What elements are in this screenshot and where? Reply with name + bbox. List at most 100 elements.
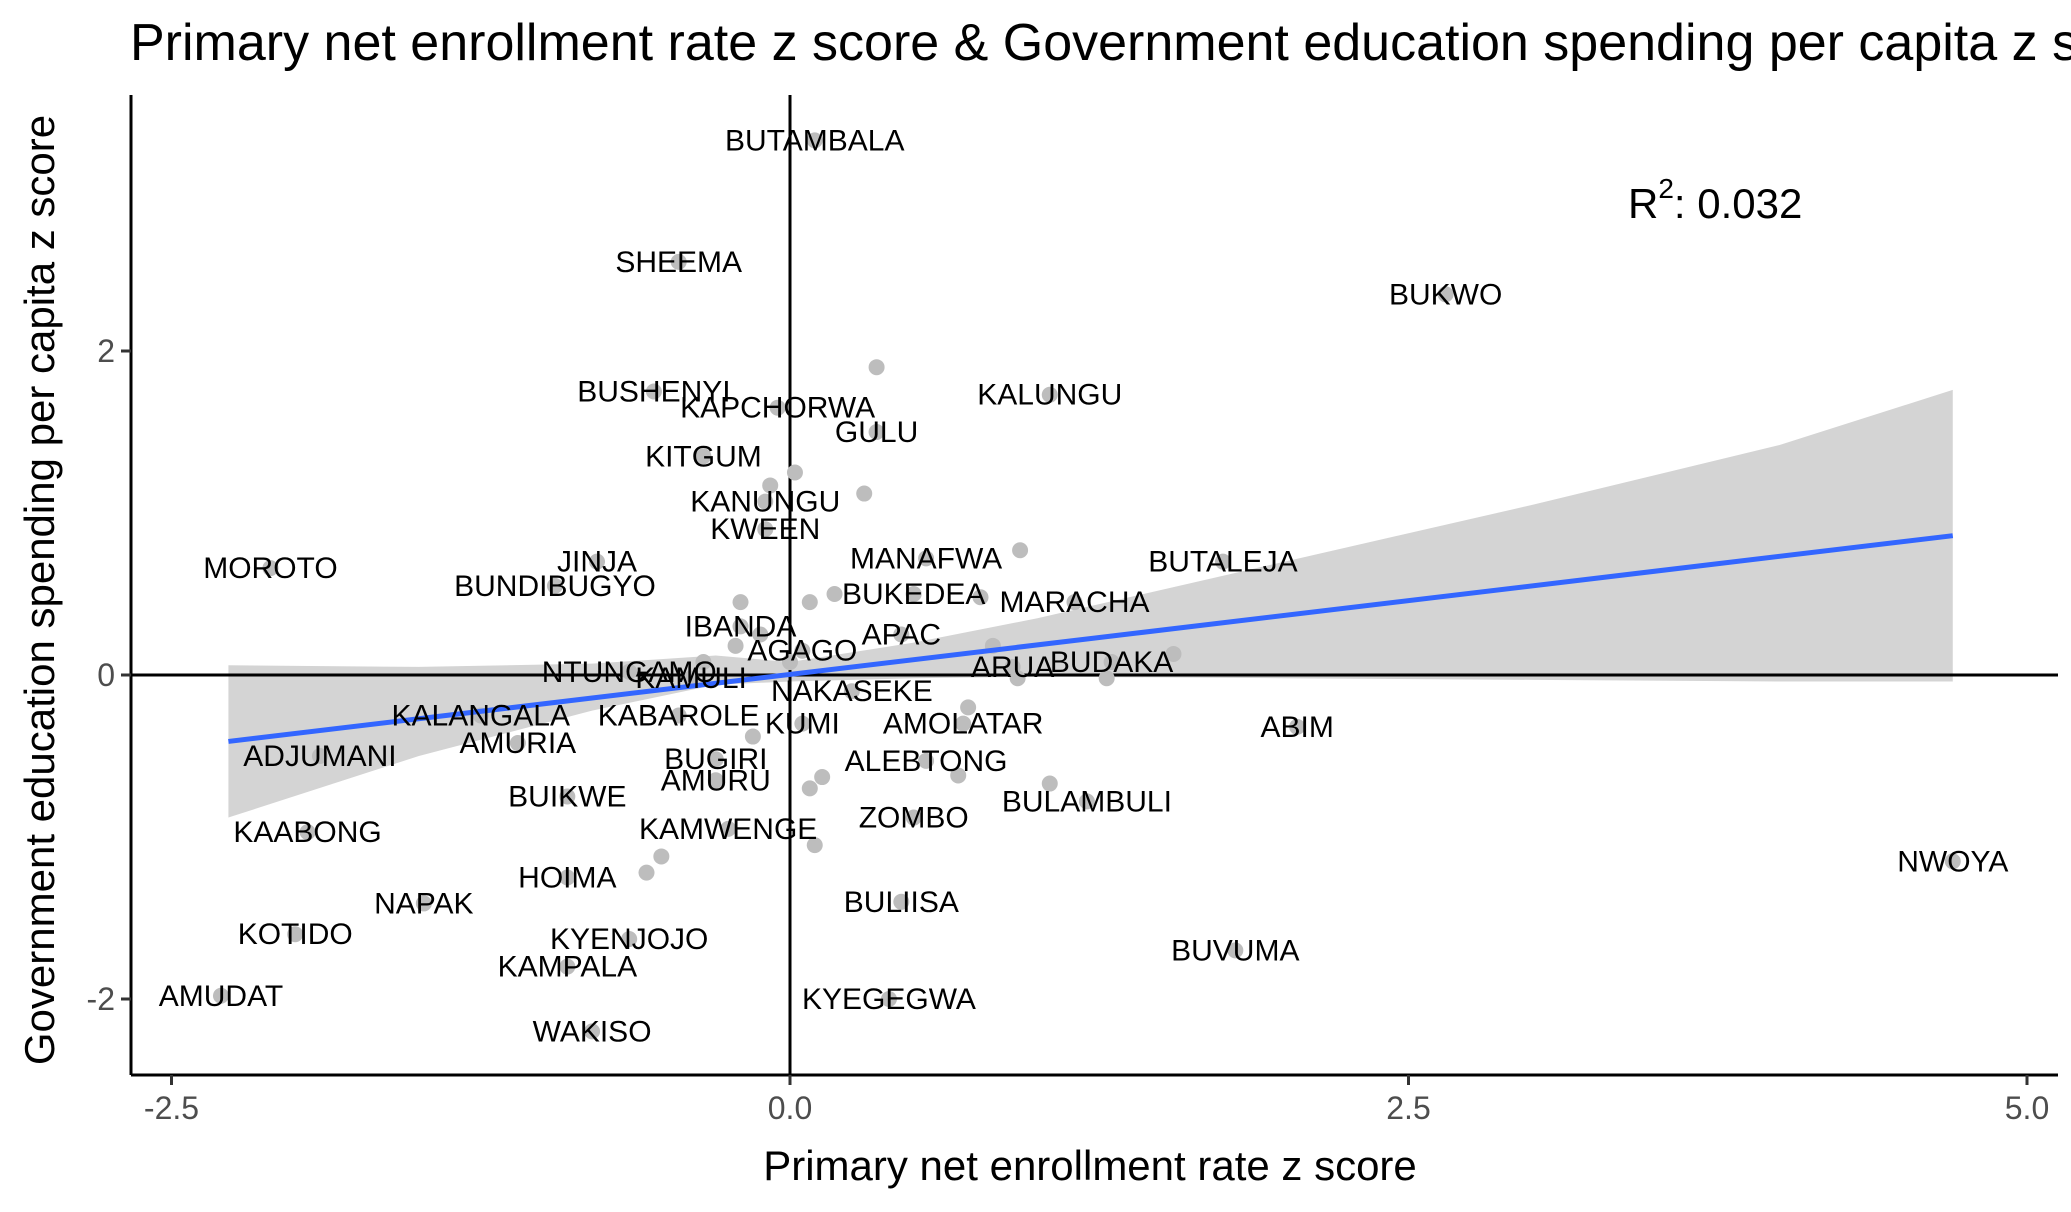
- data-point: [720, 820, 737, 837]
- data-point: [212, 987, 229, 1004]
- point-label: KAMPALA: [498, 951, 638, 984]
- point-label: KABAROLE: [598, 700, 760, 733]
- data-point: [972, 589, 989, 606]
- point-label: BULIISA: [844, 886, 959, 919]
- data-point: [744, 728, 761, 745]
- data-point: [415, 895, 432, 912]
- data-point: [559, 958, 576, 975]
- data-point: [814, 769, 831, 786]
- point-label: NAKASEKE: [771, 675, 933, 708]
- point-label: BUVUMA: [1171, 934, 1299, 967]
- confidence-band: [228, 389, 1953, 818]
- data-point: [670, 253, 687, 270]
- data-point: [757, 521, 774, 538]
- point-label: BUIKWE: [508, 781, 626, 814]
- data-point: [1098, 670, 1115, 687]
- data-point: [843, 683, 860, 700]
- data-point: [546, 577, 563, 594]
- point-label: KYENJOJO: [550, 923, 708, 956]
- data-point: [1103, 654, 1120, 671]
- r-squared-value: : 0.032: [1674, 180, 1802, 227]
- data-point: [559, 788, 576, 805]
- data-point: [1289, 718, 1306, 735]
- r-squared-annotation: R2: 0.032: [1628, 173, 1802, 227]
- point-label: KAABONG: [233, 816, 381, 849]
- x-axis-title: Primary net enrollment rate z score: [763, 1142, 1417, 1189]
- point-label: AGAGO: [747, 635, 857, 668]
- point-label: GULU: [835, 416, 918, 449]
- data-point: [299, 824, 316, 841]
- point-label: ALEBTONG: [845, 745, 1008, 778]
- ticks-layer: -2.5 0.0 2.5 5.0 -2 0 2: [87, 333, 2050, 1126]
- point-label: BULAMBULI: [1002, 785, 1172, 818]
- data-point: [918, 752, 935, 769]
- y-axis-title: Government education spending per capita…: [16, 115, 63, 1065]
- data-point: [1078, 793, 1095, 810]
- data-point: [960, 699, 977, 716]
- point-label: BUSHENYI: [577, 376, 730, 409]
- data-point: [589, 553, 606, 570]
- data-point: [893, 626, 910, 643]
- point-label: WAKISO: [533, 1015, 652, 1048]
- data-point: [559, 869, 576, 886]
- point-label: IBANDA: [685, 610, 797, 643]
- point-label: KANUNGU: [690, 486, 840, 519]
- data-point: [707, 751, 724, 768]
- point-label: AMOLATAR: [883, 708, 1044, 741]
- data-point: [826, 586, 843, 602]
- data-point: [794, 715, 811, 732]
- point-label: KAMWENGE: [639, 813, 817, 846]
- point-label: AMURU: [661, 764, 771, 797]
- data-point: [905, 586, 922, 602]
- point-label: AMUDAT: [159, 980, 283, 1013]
- data-point: [1012, 542, 1029, 559]
- data-point: [880, 991, 897, 1007]
- data-point: [695, 654, 712, 671]
- x-tick-label: 2.5: [1386, 1090, 1430, 1126]
- data-point: [762, 477, 779, 494]
- point-label: NAPAK: [374, 887, 473, 920]
- data-point: [653, 848, 670, 865]
- data-point: [950, 767, 967, 784]
- data-point: [801, 594, 818, 611]
- data-point: [683, 670, 700, 687]
- point-label: ABIM: [1260, 711, 1333, 744]
- point-label: MOROTO: [203, 552, 337, 585]
- point-label: KOTIDO: [238, 918, 353, 951]
- data-point: [801, 780, 818, 797]
- data-point: [893, 893, 910, 910]
- regression-line: [228, 533, 1954, 744]
- point-label: KUMI: [765, 708, 840, 741]
- point-label: KALANGALA: [392, 700, 570, 733]
- point-label: BUNDIBUGYO: [454, 570, 656, 603]
- r-squared-superscript: 2: [1658, 173, 1674, 204]
- point-label: APAC: [862, 619, 941, 652]
- data-point: [645, 383, 662, 400]
- point-label: NTUNGAMO: [542, 656, 717, 689]
- data-point: [1214, 553, 1231, 570]
- y-tick-label: -2: [87, 981, 115, 1017]
- point-label: MANAFWA: [850, 542, 1002, 575]
- axes-layer: [129, 95, 2058, 1077]
- data-point: [794, 642, 811, 659]
- data-point: [695, 448, 712, 465]
- chart-title: Primary net enrollment rate z score & Go…: [130, 14, 2071, 72]
- point-label: ARUA: [971, 651, 1054, 684]
- data-point: [732, 618, 749, 635]
- data-point: [806, 132, 823, 149]
- data-point: [1004, 658, 1021, 675]
- data-point: [1227, 942, 1244, 959]
- data-point: [955, 715, 972, 732]
- data-point: [806, 837, 823, 854]
- data-point: [727, 637, 744, 654]
- data-point: [584, 1023, 601, 1040]
- data-point: [1041, 775, 1058, 792]
- data-point: [905, 809, 922, 826]
- reference-lines-layer: [131, 95, 2058, 1075]
- x-tick-label: -2.5: [144, 1090, 199, 1126]
- data-point: [732, 594, 749, 611]
- data-point: [707, 772, 724, 789]
- data-point: [621, 931, 638, 948]
- data-point: [856, 485, 873, 502]
